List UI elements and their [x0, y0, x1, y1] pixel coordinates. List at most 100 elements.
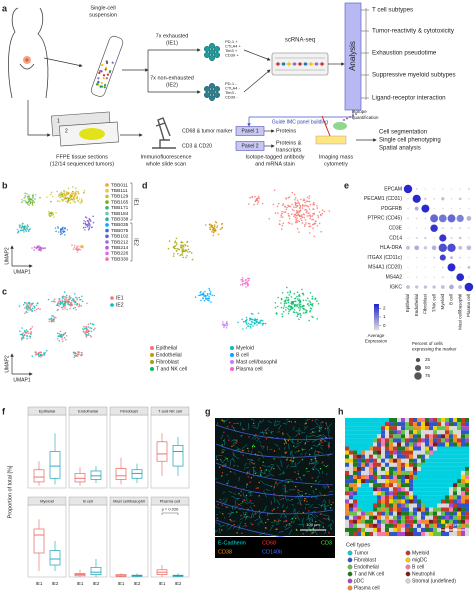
umap-point: [80, 305, 83, 307]
umap-point: [76, 248, 78, 250]
cell-tile: [433, 491, 437, 496]
cell-tile: [357, 470, 361, 476]
umap-point: [221, 324, 224, 326]
umap-point: [294, 197, 297, 199]
cell-tile: [405, 438, 409, 443]
umap-point: [66, 229, 69, 231]
cell-tile: [345, 487, 349, 492]
umap-point: [69, 305, 72, 307]
cell-tile: [365, 491, 369, 496]
cell-tile: [429, 479, 433, 484]
texture: [253, 505, 256, 507]
cell-tile: [393, 531, 397, 537]
umap-point: [304, 223, 306, 226]
texture: [301, 458, 304, 461]
umap-point: [18, 305, 21, 307]
texture: [264, 475, 270, 477]
texture: [301, 448, 306, 450]
cell-tile: [397, 450, 401, 455]
umap-point: [314, 297, 317, 300]
umap-point: [306, 205, 308, 207]
texture: [215, 481, 334, 497]
label: (IE2): [166, 82, 178, 88]
texture: [310, 485, 313, 488]
umap-point: [71, 304, 73, 306]
expression-dot: [450, 198, 453, 200]
umap-point: [214, 224, 216, 226]
texture: [293, 509, 295, 513]
cell-tile: [465, 491, 469, 496]
texture: [265, 432, 268, 434]
umap-point: [76, 298, 78, 301]
cell-dot: [106, 73, 109, 76]
texture: [303, 500, 306, 502]
umap-point: [187, 245, 189, 247]
umap-point: [305, 309, 307, 311]
cell-tile: [413, 442, 417, 447]
texture: [294, 462, 296, 467]
texture: [274, 443, 279, 447]
cell-tile: [413, 527, 417, 532]
label: IGKC: [390, 284, 403, 290]
cell-tile: [461, 507, 465, 512]
cell-tile: [401, 491, 405, 496]
cell-tile: [417, 495, 421, 500]
cell-tile: [373, 466, 377, 471]
cell-tile: [461, 418, 465, 423]
cell-tile: [373, 474, 377, 480]
texture: [247, 508, 249, 510]
cell-tile: [429, 503, 433, 508]
cell-tile: [389, 479, 393, 484]
cell-tile: [425, 491, 429, 496]
cell-tile: [361, 523, 365, 528]
texture: [245, 496, 248, 503]
texture: [313, 466, 320, 471]
texture: [270, 430, 273, 435]
umap-point: [22, 332, 25, 334]
texture: [298, 433, 301, 435]
texture: [213, 529, 219, 534]
cell-tile: [397, 503, 401, 508]
cell-tile: [393, 479, 397, 484]
cell-tile: [425, 470, 429, 476]
umap-point: [29, 335, 32, 338]
cell-tile: [381, 527, 385, 532]
cell-tile: [429, 523, 433, 528]
cell-tile: [445, 422, 449, 427]
texture: [230, 511, 234, 514]
colorbar: [374, 326, 379, 328]
texture: [319, 491, 322, 496]
umap-point: [293, 309, 296, 311]
cell-tile: [453, 418, 457, 423]
cell-tile: [385, 442, 389, 447]
cell-tile: [457, 426, 461, 431]
umap-point: [248, 277, 251, 280]
legend-dot: [105, 240, 109, 244]
umap-point: [66, 191, 68, 194]
label: 100 µm: [306, 522, 320, 527]
label: Plasma cell: [354, 585, 380, 591]
umap-point: [300, 219, 303, 222]
texture: [284, 439, 286, 441]
cell-tile: [365, 527, 369, 532]
cell-tile: [373, 499, 377, 504]
cell-tile: [393, 442, 397, 447]
label: 2: [65, 128, 68, 134]
cell-tile: [373, 487, 377, 492]
umap-point: [301, 222, 304, 224]
umap-point: [313, 223, 315, 225]
umap-point: [80, 200, 83, 202]
texture: [236, 511, 238, 513]
cell-tile: [385, 462, 389, 467]
umap-point: [309, 292, 312, 294]
umap-point: [213, 231, 215, 233]
label: Suppressive myeloid subtypes: [372, 72, 456, 79]
umap-point: [26, 193, 28, 195]
umap-point: [261, 202, 264, 205]
cell-tile: [357, 434, 361, 439]
texture: [282, 504, 284, 508]
expression-dot: [468, 276, 470, 278]
umap-point: [44, 351, 46, 354]
cell-tile: [373, 515, 377, 520]
umap-point: [257, 201, 260, 203]
